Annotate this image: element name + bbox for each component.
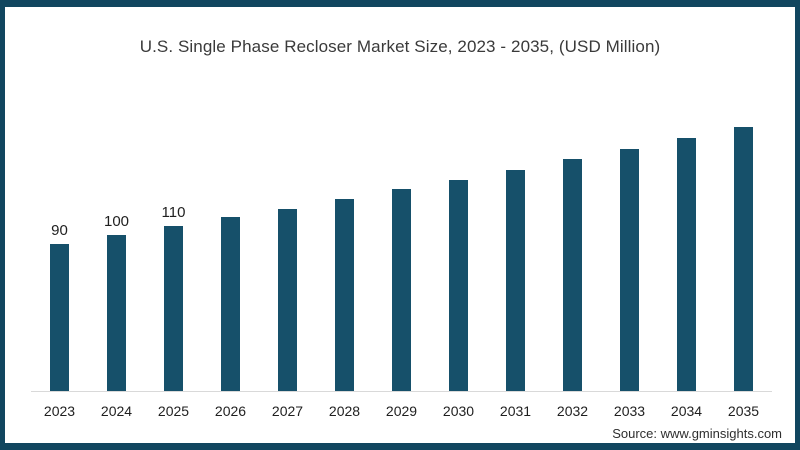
bar-column [544,111,601,391]
x-axis-label: 2029 [385,403,418,419]
bar [278,209,297,391]
bar-column [259,111,316,391]
bar-value-label: 110 [161,204,186,221]
bar-column [430,111,487,391]
bar-column: 110 [145,111,202,391]
x-axis-label: 2033 [613,403,646,419]
source-attribution: Source: www.gminsights.com [612,426,782,441]
bar [50,244,69,391]
bar-value-label: 90 [51,222,68,239]
x-axis-label: 2026 [214,403,247,419]
bar [392,189,411,391]
bar [221,217,240,391]
bar-column [601,111,658,391]
bar-column [658,111,715,391]
bar-column [487,111,544,391]
x-axis-label: 2035 [727,403,760,419]
bar-column [373,111,430,391]
bar [449,180,468,391]
bar-value-label: 100 [103,213,130,230]
bar-column: 90 [31,111,88,391]
bar-column: 100 [88,111,145,391]
bar [335,199,354,391]
bar [620,149,639,391]
x-axis-label: 2034 [670,403,703,419]
x-axis-label: 2032 [556,403,589,419]
x-axis-label: 2030 [442,403,475,419]
x-axis-label: 2024 [100,403,133,419]
bar [506,170,525,391]
x-axis-labels-row: 2023 2024 2025 2026 2027 2028 2029 2030 2031 2032… [31,403,772,419]
x-axis-label: 2027 [271,403,304,419]
x-axis-label: 2031 [499,403,532,419]
bar [107,235,126,391]
bar-column [316,111,373,391]
x-axis-label: 2025 [157,403,190,419]
bar [677,138,696,391]
bar [734,127,753,391]
x-axis-label: 2023 [43,403,76,419]
bar [164,226,183,391]
x-axis-line [31,391,772,392]
bar-column [202,111,259,391]
chart-title: U.S. Single Phase Recloser Market Size, … [139,37,661,56]
bar-plot-area: 90 100 110 [31,111,772,391]
bar [563,159,582,391]
x-axis-label: 2028 [328,403,361,419]
bar-column [715,111,772,391]
